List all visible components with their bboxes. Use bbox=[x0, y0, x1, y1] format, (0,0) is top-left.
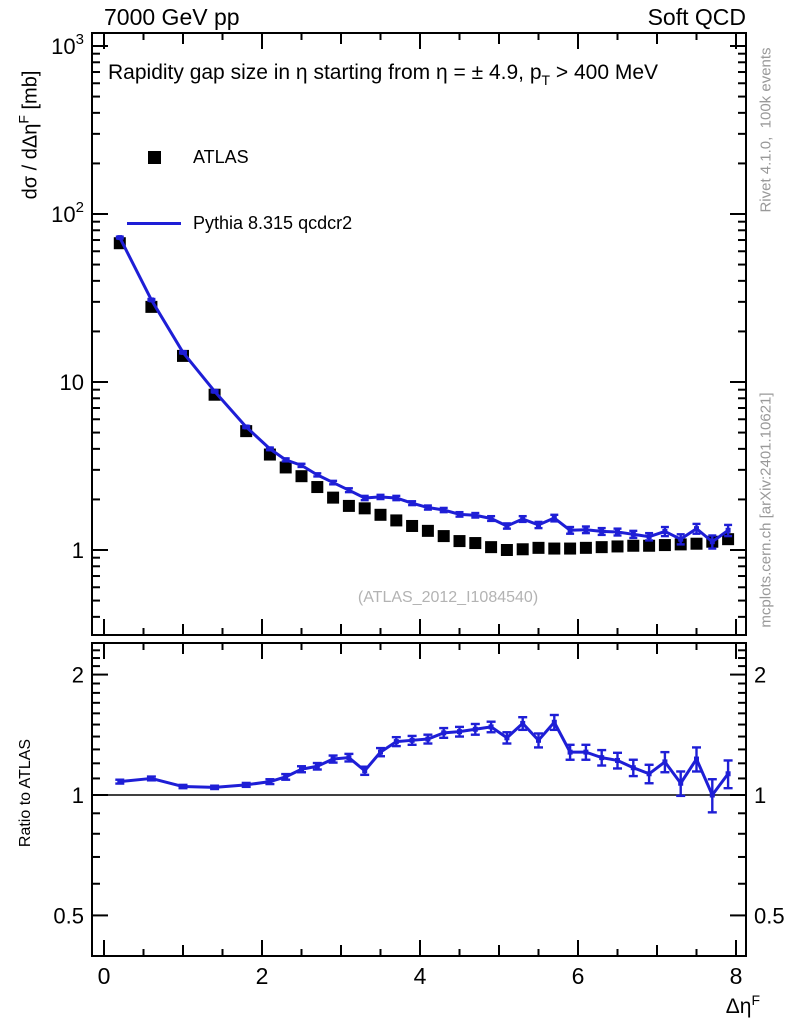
header-physics-group: Soft QCD bbox=[647, 4, 746, 30]
svg-text:1: 1 bbox=[72, 538, 84, 563]
plot-title-tail: > 400 MeV bbox=[550, 61, 659, 84]
atlas-square-icon bbox=[127, 150, 181, 164]
analysis-id-watermark: (ATLAS_2012_I1084540) bbox=[357, 589, 539, 606]
svg-text:102: 102 bbox=[51, 199, 84, 227]
legend-item-pythia: Pythia 8.315 qcdcr2 bbox=[127, 208, 352, 238]
legend: ATLAS Pythia 8.315 qcdcr2 bbox=[127, 106, 352, 274]
plot-title: Rapidity gap size in η starting from η =… bbox=[108, 61, 658, 88]
svg-text:2: 2 bbox=[72, 663, 84, 688]
svg-text:8: 8 bbox=[730, 963, 743, 989]
legend-item-atlas: ATLAS bbox=[127, 142, 352, 172]
svg-text:2: 2 bbox=[256, 963, 269, 989]
legend-label-pythia: Pythia 8.315 qcdcr2 bbox=[193, 212, 353, 233]
x-axis-label-text: Δη bbox=[725, 995, 752, 1018]
svg-text:0: 0 bbox=[98, 963, 111, 989]
legend-label-atlas: ATLAS bbox=[193, 146, 249, 167]
main-y-axis-label: dσ / dΔηF [mb] bbox=[16, 71, 43, 200]
rivet-version-note: Rivet 4.1.0, 100k events bbox=[757, 47, 775, 213]
main-y-axis-label-text: dσ / dΔη bbox=[19, 123, 42, 200]
svg-text:103: 103 bbox=[51, 31, 84, 59]
main-y-axis-label-sup: F bbox=[15, 115, 32, 124]
svg-text:0.5: 0.5 bbox=[754, 903, 785, 928]
svg-text:1: 1 bbox=[72, 783, 84, 808]
pythia-line-icon bbox=[127, 221, 181, 225]
x-axis-label-sup: F bbox=[751, 992, 760, 1008]
mcplots-arxiv-note: mcplots.cern.ch [arXiv:2401.10621] bbox=[757, 392, 775, 628]
plot-title-subscript: T bbox=[541, 72, 551, 88]
svg-text:6: 6 bbox=[572, 963, 585, 989]
svg-text:2: 2 bbox=[754, 663, 766, 688]
main-y-axis-label-unit: [mb] bbox=[19, 70, 42, 116]
header-beam-energy: 7000 GeV pp bbox=[104, 4, 240, 30]
x-axis-label: ΔηF bbox=[726, 992, 760, 1019]
svg-text:0.5: 0.5 bbox=[53, 903, 84, 928]
ratio-y-axis-label: Ratio to ATLAS bbox=[17, 738, 34, 848]
svg-text:1: 1 bbox=[754, 783, 766, 808]
svg-text:10: 10 bbox=[60, 370, 84, 395]
plot-title-text: Rapidity gap size in η starting from η =… bbox=[108, 61, 542, 84]
svg-text:4: 4 bbox=[414, 963, 427, 989]
